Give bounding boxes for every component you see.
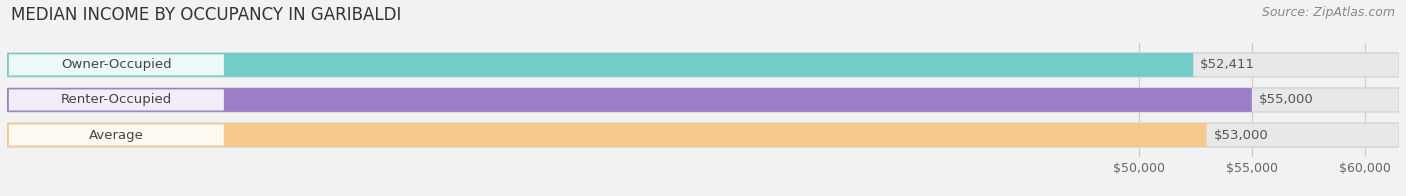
Text: $53,000: $53,000 (1213, 129, 1268, 142)
Text: Owner-Occupied: Owner-Occupied (60, 58, 172, 71)
FancyBboxPatch shape (7, 123, 1206, 147)
FancyBboxPatch shape (7, 123, 1399, 147)
FancyBboxPatch shape (7, 53, 1194, 77)
FancyBboxPatch shape (8, 54, 224, 75)
FancyBboxPatch shape (7, 88, 1251, 112)
Text: $52,411: $52,411 (1201, 58, 1256, 71)
Text: MEDIAN INCOME BY OCCUPANCY IN GARIBALDI: MEDIAN INCOME BY OCCUPANCY IN GARIBALDI (11, 6, 402, 24)
Text: Source: ZipAtlas.com: Source: ZipAtlas.com (1261, 6, 1395, 19)
Text: Renter-Occupied: Renter-Occupied (60, 93, 172, 106)
FancyBboxPatch shape (7, 88, 1399, 112)
Text: $55,000: $55,000 (1258, 93, 1313, 106)
FancyBboxPatch shape (7, 53, 1399, 77)
FancyBboxPatch shape (8, 89, 224, 111)
FancyBboxPatch shape (8, 124, 224, 146)
Text: Average: Average (89, 129, 143, 142)
